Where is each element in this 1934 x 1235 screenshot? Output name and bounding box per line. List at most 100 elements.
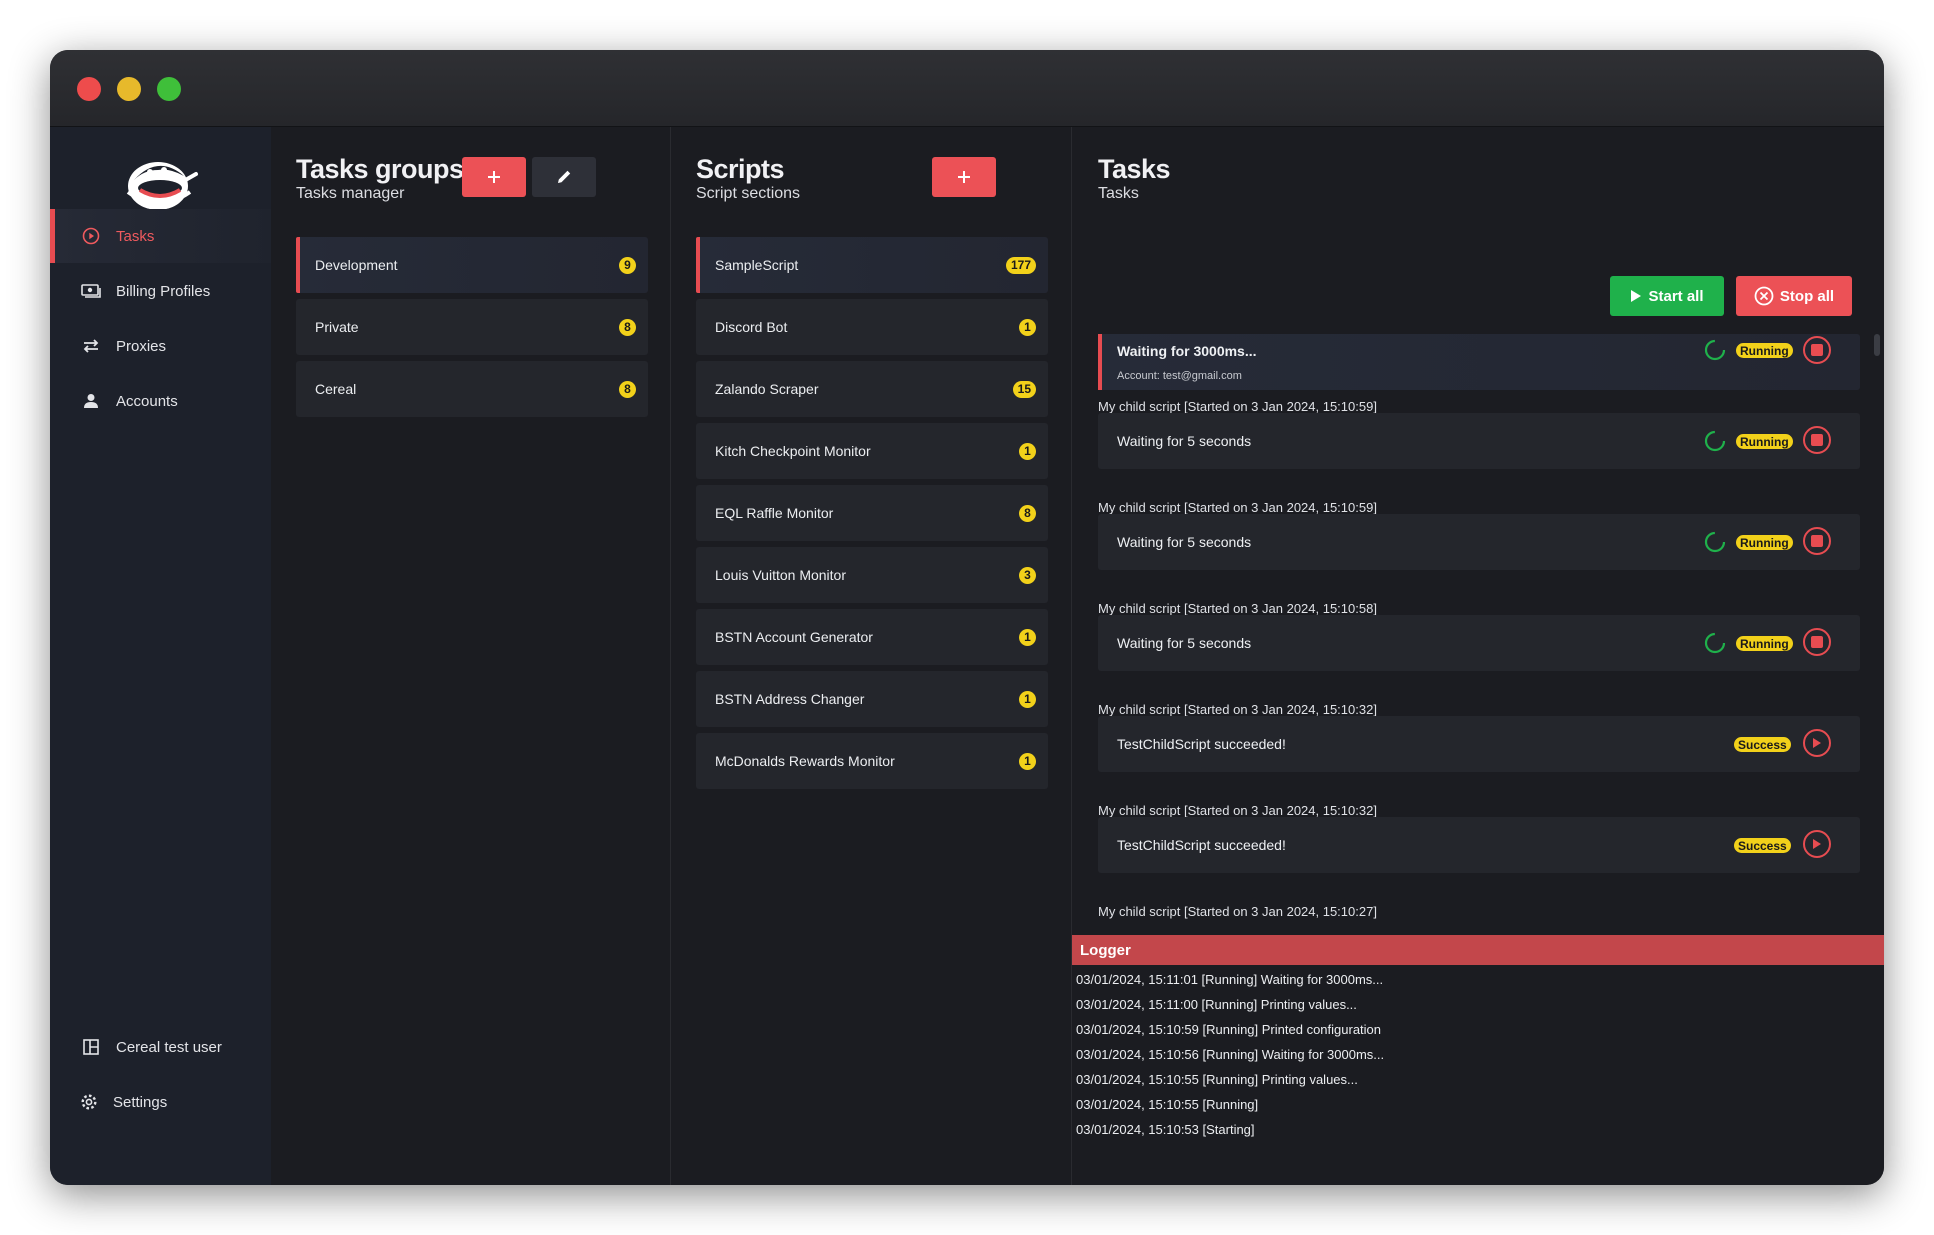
script-label: Zalando Scraper	[715, 381, 819, 397]
task-card[interactable]: TestChildScript succeeded! Success	[1098, 817, 1860, 873]
task-message: Waiting for 5 seconds	[1117, 433, 1252, 449]
script-item[interactable]: BSTN Address Changer 1	[696, 671, 1048, 727]
sidebar-item-label: Settings	[113, 1093, 168, 1111]
sidebar-item-label: Accounts	[116, 392, 178, 410]
log-line: 03/01/2024, 15:10:59 [Running] Printed c…	[1076, 1022, 1382, 1037]
log-line: 03/01/2024, 15:11:01 [Running] Waiting f…	[1076, 972, 1384, 987]
plus-icon	[958, 171, 970, 183]
task-card[interactable]: Waiting for 5 seconds Running	[1098, 413, 1860, 469]
gear-icon	[79, 1092, 99, 1112]
app-logo-icon	[120, 152, 200, 216]
sidebar-item-proxies[interactable]: Proxies	[50, 319, 271, 373]
count-badge: 1	[1019, 442, 1036, 460]
cancel-circle-icon	[1754, 286, 1774, 306]
tasks-list[interactable]: Waiting for 3000ms... Account: test@gmai…	[1072, 334, 1884, 936]
edit-group-button[interactable]	[532, 157, 596, 197]
play-circle-icon	[81, 226, 101, 246]
spinner-icon	[1704, 531, 1726, 553]
script-item[interactable]: Kitch Checkpoint Monitor 1	[696, 423, 1048, 479]
sidebar-item-accounts[interactable]: Accounts	[50, 374, 271, 428]
tasks-panel: Tasks Tasks Start all Stop all Waiting f…	[1072, 127, 1884, 1185]
task-card[interactable]: TestChildScript succeeded! Success	[1098, 716, 1860, 772]
panel-title: Scripts	[696, 154, 785, 184]
stop-task-button[interactable]	[1803, 426, 1831, 454]
task-header: My child script [Started on 3 Jan 2024, …	[1098, 702, 1377, 717]
sidebar-item-user[interactable]: Cereal test user	[50, 1020, 271, 1074]
count-badge: 1	[1019, 318, 1036, 336]
pencil-icon	[558, 170, 571, 183]
add-script-button[interactable]	[932, 157, 996, 197]
task-card[interactable]: Waiting for 3000ms... Account: test@gmai…	[1098, 334, 1860, 390]
sidebar-item-label: Billing Profiles	[116, 282, 211, 300]
script-label: McDonalds Rewards Monitor	[715, 753, 895, 769]
task-card[interactable]: Waiting for 5 seconds Running	[1098, 615, 1860, 671]
count-badge: 8	[619, 318, 636, 336]
group-label: Development	[315, 257, 398, 273]
sidebar-item-label: Cereal test user	[116, 1038, 222, 1056]
start-task-button[interactable]	[1803, 830, 1831, 858]
scrollbar-thumb[interactable]	[1874, 334, 1880, 356]
spinner-icon	[1704, 339, 1726, 361]
minimize-window-button[interactable]	[117, 77, 141, 101]
status-badge: Running	[1736, 343, 1793, 358]
count-badge: 1	[1019, 628, 1036, 646]
task-message: Waiting for 3000ms...	[1117, 343, 1257, 359]
person-icon	[81, 391, 101, 411]
close-window-button[interactable]	[77, 77, 101, 101]
count-badge: 177	[1005, 256, 1036, 274]
count-badge: 9	[619, 256, 636, 274]
task-header: My child script [Started on 3 Jan 2024, …	[1098, 500, 1377, 515]
start-all-label: Start all	[1648, 287, 1704, 305]
count-badge: 1	[1019, 752, 1036, 770]
sidebar-item-tasks[interactable]: Tasks	[50, 209, 271, 263]
maximize-window-button[interactable]	[157, 77, 181, 101]
group-item-private[interactable]: Private 8	[296, 299, 648, 355]
stop-task-button[interactable]	[1803, 336, 1831, 364]
dashboard-icon	[81, 1037, 101, 1057]
script-item[interactable]: EQL Raffle Monitor 8	[696, 485, 1048, 541]
task-message: TestChildScript succeeded!	[1117, 736, 1286, 752]
group-label: Cereal	[315, 381, 357, 397]
status-badge: Running	[1736, 535, 1793, 550]
task-header: My child script [Started on 3 Jan 2024, …	[1098, 904, 1377, 919]
script-item[interactable]: McDonalds Rewards Monitor 1	[696, 733, 1048, 789]
add-group-button[interactable]	[462, 157, 526, 197]
logger-output: 03/01/2024, 15:11:01 [Running] Waiting f…	[1076, 967, 1384, 1142]
start-task-button[interactable]	[1803, 729, 1831, 757]
script-item[interactable]: Louis Vuitton Monitor 3	[696, 547, 1048, 603]
log-line: 03/01/2024, 15:10:55 [Running] Printing …	[1076, 1072, 1358, 1087]
spinner-icon	[1704, 430, 1726, 452]
app-window: Tasks Billing Profiles Proxies Accounts …	[50, 50, 1884, 1185]
script-item[interactable]: Discord Bot 1	[696, 299, 1048, 355]
log-line: 03/01/2024, 15:11:00 [Running] Printing …	[1076, 997, 1357, 1012]
script-item[interactable]: BSTN Account Generator 1	[696, 609, 1048, 665]
group-item-cereal[interactable]: Cereal 8	[296, 361, 648, 417]
stop-all-button[interactable]: Stop all	[1736, 276, 1852, 316]
script-item[interactable]: SampleScript 177	[696, 237, 1048, 293]
status-badge: Running	[1736, 636, 1793, 651]
log-line: 03/01/2024, 15:10:53 [Starting]	[1076, 1122, 1255, 1137]
script-item[interactable]: Zalando Scraper 15	[696, 361, 1048, 417]
play-icon	[1630, 289, 1642, 303]
stop-task-button[interactable]	[1803, 527, 1831, 555]
panel-subtitle: Script sections	[696, 185, 801, 202]
script-label: Louis Vuitton Monitor	[715, 567, 846, 583]
sidebar-item-billing-profiles[interactable]: Billing Profiles	[50, 264, 271, 318]
sidebar: Tasks Billing Profiles Proxies Accounts …	[50, 127, 271, 1185]
scripts-panel: Scripts Script sections SampleScript 177…	[671, 127, 1072, 1185]
spinner-icon	[1704, 632, 1726, 654]
plus-icon	[488, 171, 500, 183]
log-line: 03/01/2024, 15:10:56 [Running] Waiting f…	[1076, 1047, 1385, 1062]
task-card[interactable]: Waiting for 5 seconds Running	[1098, 514, 1860, 570]
group-item-development[interactable]: Development 9	[296, 237, 648, 293]
task-header: My child script [Started on 3 Jan 2024, …	[1098, 803, 1377, 818]
task-message: Waiting for 5 seconds	[1117, 534, 1252, 550]
stop-task-button[interactable]	[1803, 628, 1831, 656]
panel-title: Tasks	[1098, 154, 1171, 184]
sidebar-item-settings[interactable]: Settings	[50, 1075, 271, 1129]
sidebar-item-label: Tasks	[116, 227, 155, 245]
stop-icon	[1811, 636, 1823, 648]
task-account: Account: test@gmail.com	[1117, 370, 1242, 382]
start-all-button[interactable]: Start all	[1610, 276, 1724, 316]
stop-icon	[1811, 434, 1823, 446]
